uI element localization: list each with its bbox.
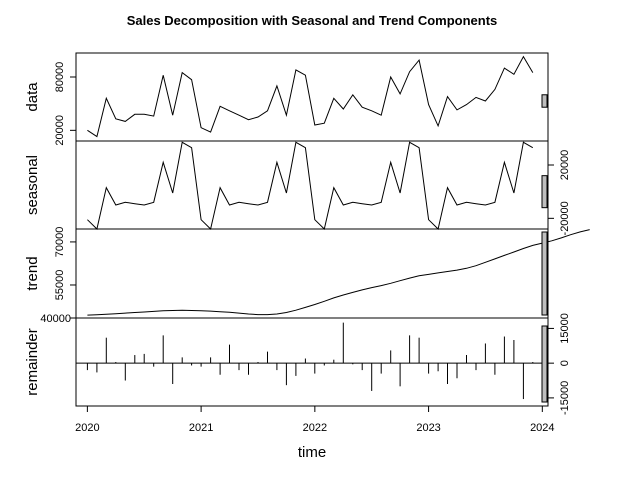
- y-tick-label: 80000: [54, 62, 66, 93]
- x-tick-label: 2023: [416, 422, 440, 434]
- range-bar: [541, 94, 548, 108]
- y-tick-label: -20000: [559, 201, 571, 235]
- y-tick-label: 70000: [54, 227, 66, 258]
- y-tick-label: 20000: [54, 115, 66, 146]
- x-tick-label: 2020: [75, 422, 99, 434]
- panel-data: 20000 80000 data: [24, 52, 549, 146]
- y-tick-label: 15000: [559, 313, 571, 344]
- y-tick-label: -15000: [559, 381, 571, 415]
- panel-frame: [75, 140, 549, 230]
- x-tick-label: 2021: [189, 422, 213, 434]
- y-tick-label: 0: [559, 360, 571, 366]
- y-tick-label: 40000: [40, 313, 71, 325]
- panel-seasonal: -20000 20000 seasonal: [24, 140, 571, 235]
- range-bar: [541, 325, 548, 403]
- series-line-data: [87, 55, 534, 138]
- y-tick-label: 55000: [54, 270, 66, 301]
- panel-label-data: data: [24, 82, 41, 112]
- range-bar: [541, 175, 548, 209]
- x-axis-label: time: [298, 444, 326, 461]
- chart-title: Sales Decomposition with Seasonal and Tr…: [127, 13, 498, 28]
- series-line-seasonal: [87, 141, 534, 230]
- panel-frame: [75, 228, 549, 319]
- panel-label-trend: trend: [24, 256, 41, 290]
- panel-trend: 55000 70000 trend: [24, 227, 590, 319]
- panel-label-remainder: remainder: [24, 328, 41, 396]
- panel-remainder: -15000 0 15000 40000 remainder: [24, 313, 571, 415]
- x-tick-label: 2024: [530, 422, 554, 434]
- x-tick-label: 2022: [303, 422, 327, 434]
- panel-frame: [75, 52, 549, 142]
- panels: 20000 80000 data -20000 20000 seasonal 55000 70…: [24, 52, 590, 415]
- y-tick-label: 20000: [559, 150, 571, 181]
- panel-frame: [75, 317, 549, 407]
- range-bar: [541, 231, 548, 316]
- series-line-trend: [87, 229, 590, 316]
- panel-label-seasonal: seasonal: [24, 155, 41, 215]
- x-axis: 2020 2021 2022 2023 2024: [75, 406, 555, 434]
